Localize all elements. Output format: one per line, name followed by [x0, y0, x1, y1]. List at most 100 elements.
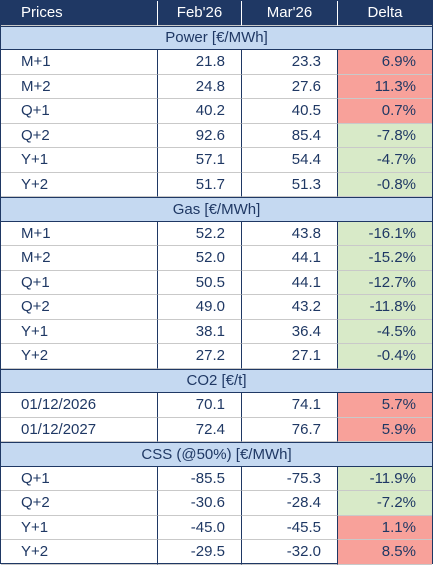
data-row: Y+1 38.1 36.4 -4.5% [1, 319, 432, 344]
header-cell: Feb'26 [158, 1, 242, 26]
data-row: M+2 52.0 44.1 -15.2% [1, 246, 432, 271]
price-cell: 51.7 [158, 172, 242, 197]
price-cell: 70.1 [158, 393, 242, 418]
price-cell: 40.2 [158, 99, 242, 124]
row-label: 01/12/2027 [1, 417, 158, 442]
delta-cell: -11.8% [338, 295, 432, 320]
row-label: Q+1 [1, 99, 158, 124]
data-row: Y+2 -29.5 -32.0 8.5% [1, 540, 432, 565]
row-label: M+1 [1, 50, 158, 75]
delta-cell: -16.1% [338, 221, 432, 246]
row-label: 01/12/2026 [1, 393, 158, 418]
delta-cell: -4.7% [338, 148, 432, 173]
row-label: M+2 [1, 74, 158, 99]
section-header: Power [€/MWh] [1, 25, 432, 50]
price-cell: 43.8 [242, 221, 338, 246]
delta-cell: -11.9% [338, 466, 432, 491]
delta-cell: 11.3% [338, 74, 432, 99]
price-cell: -45.0 [158, 515, 242, 540]
price-cell: -45.5 [242, 515, 338, 540]
row-label: Q+2 [1, 123, 158, 148]
price-cell: 50.5 [158, 270, 242, 295]
data-row: Y+1 57.1 54.4 -4.7% [1, 148, 432, 173]
price-cell: -29.5 [158, 540, 242, 565]
data-row: Q+2 -30.6 -28.4 -7.2% [1, 491, 432, 516]
data-row: M+1 21.8 23.3 6.9% [1, 50, 432, 75]
price-cell: 27.6 [242, 74, 338, 99]
data-row: Q+2 92.6 85.4 -7.8% [1, 123, 432, 148]
price-cell: 27.2 [158, 344, 242, 369]
row-label: Q+1 [1, 466, 158, 491]
price-cell: 44.1 [242, 270, 338, 295]
delta-cell: -0.4% [338, 344, 432, 369]
price-cell: 76.7 [242, 417, 338, 442]
data-row: Y+2 51.7 51.3 -0.8% [1, 172, 432, 197]
price-cell: 72.4 [158, 417, 242, 442]
price-cell: -32.0 [242, 540, 338, 565]
delta-cell: -12.7% [338, 270, 432, 295]
delta-cell: 1.1% [338, 515, 432, 540]
row-label: Y+2 [1, 540, 158, 565]
header-cell: Mar'26 [242, 1, 338, 26]
row-label: Y+1 [1, 515, 158, 540]
price-cell: -75.3 [242, 466, 338, 491]
price-cell: 40.5 [242, 99, 338, 124]
data-row: Q+1 40.2 40.5 0.7% [1, 99, 432, 124]
price-cell: -30.6 [158, 491, 242, 516]
price-cell: 43.2 [242, 295, 338, 320]
row-label: Y+2 [1, 172, 158, 197]
price-cell: 49.0 [158, 295, 242, 320]
data-row: M+1 52.2 43.8 -16.1% [1, 221, 432, 246]
delta-cell: -4.5% [338, 319, 432, 344]
data-row: M+2 24.8 27.6 11.3% [1, 74, 432, 99]
delta-cell: 6.9% [338, 50, 432, 75]
price-cell: 36.4 [242, 319, 338, 344]
data-row: 01/12/2027 72.4 76.7 5.9% [1, 417, 432, 442]
price-cell: 51.3 [242, 172, 338, 197]
row-label: M+1 [1, 221, 158, 246]
price-cell: -28.4 [242, 491, 338, 516]
price-cell: 85.4 [242, 123, 338, 148]
price-cell: 27.1 [242, 344, 338, 369]
price-cell: 38.1 [158, 319, 242, 344]
price-cell: 23.3 [242, 50, 338, 75]
data-row: Q+1 -85.5 -75.3 -11.9% [1, 466, 432, 491]
price-cell: 44.1 [242, 246, 338, 271]
row-label: Y+2 [1, 344, 158, 369]
price-cell: 52.2 [158, 221, 242, 246]
price-cell: 92.6 [158, 123, 242, 148]
row-label: Y+1 [1, 319, 158, 344]
price-cell: 74.1 [242, 393, 338, 418]
row-label: Y+1 [1, 148, 158, 173]
data-row: 01/12/2026 70.1 74.1 5.7% [1, 393, 432, 418]
delta-cell: -7.2% [338, 491, 432, 516]
delta-cell: -0.8% [338, 172, 432, 197]
price-cell: 54.4 [242, 148, 338, 173]
header-cell: Delta [338, 1, 432, 26]
price-cell: 24.8 [158, 74, 242, 99]
row-label: Q+1 [1, 270, 158, 295]
header-cell: Prices [1, 1, 158, 26]
delta-cell: -15.2% [338, 246, 432, 271]
data-row: Y+1 -45.0 -45.5 1.1% [1, 515, 432, 540]
delta-cell: -7.8% [338, 123, 432, 148]
delta-cell: 0.7% [338, 99, 432, 124]
data-row: Q+1 50.5 44.1 -12.7% [1, 270, 432, 295]
price-cell: 52.0 [158, 246, 242, 271]
price-cell: 21.8 [158, 50, 242, 75]
section-header: CO2 [€/t] [1, 368, 432, 393]
section-header: CSS (@50%) [€/MWh] [1, 442, 432, 467]
row-label: Q+2 [1, 295, 158, 320]
price-cell: -85.5 [158, 466, 242, 491]
delta-cell: 8.5% [338, 540, 432, 565]
row-label: Q+2 [1, 491, 158, 516]
data-row: Y+2 27.2 27.1 -0.4% [1, 344, 432, 369]
delta-cell: 5.7% [338, 393, 432, 418]
price-cell: 57.1 [158, 148, 242, 173]
row-label: M+2 [1, 246, 158, 271]
delta-cell: 5.9% [338, 417, 432, 442]
data-row: Q+2 49.0 43.2 -11.8% [1, 295, 432, 320]
header-row: Prices Feb'26 Mar'26 Delta [1, 1, 432, 26]
section-header: Gas [€/MWh] [1, 197, 432, 222]
